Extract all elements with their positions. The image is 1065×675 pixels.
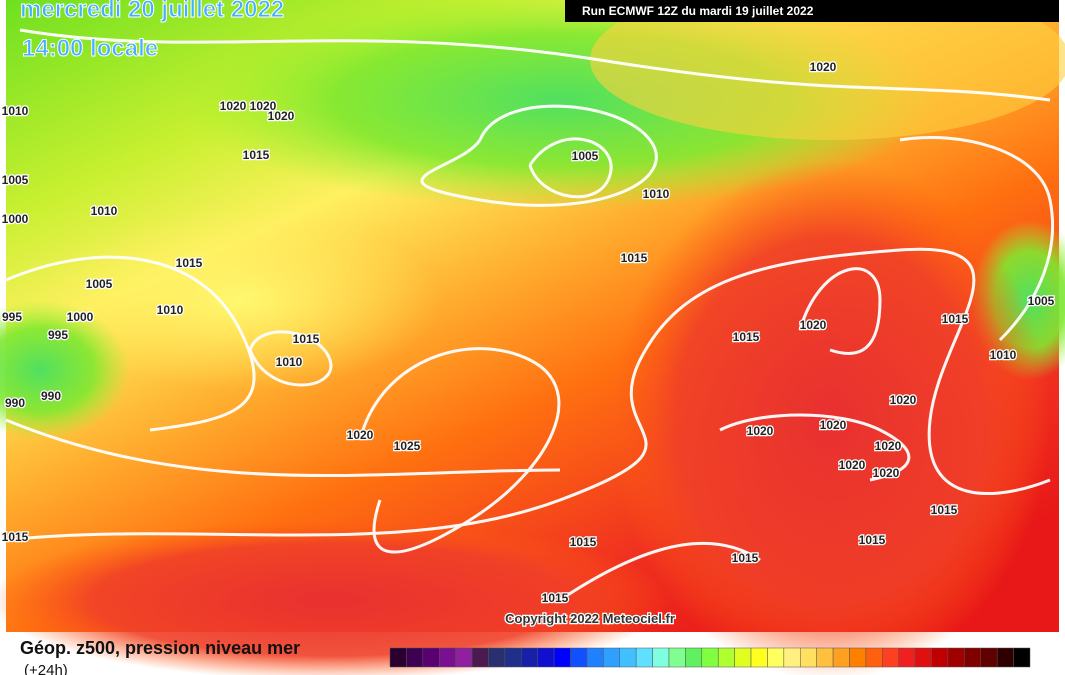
isobar-label: 1020 bbox=[839, 458, 866, 472]
isobar-label: 1015 bbox=[733, 330, 760, 344]
color-swatch bbox=[717, 647, 735, 668]
isobar-label: 1010 bbox=[2, 104, 29, 118]
copyright: Copyright 2022 Meteociel.fr bbox=[505, 611, 675, 626]
color-swatch bbox=[701, 647, 719, 668]
isobar-label: 1010 bbox=[990, 348, 1017, 362]
color-swatch bbox=[980, 647, 998, 668]
color-swatch bbox=[389, 647, 407, 668]
isobar-label: 1020 bbox=[810, 60, 837, 74]
color-swatch bbox=[504, 647, 522, 668]
isobar-label: 995 bbox=[48, 328, 68, 342]
color-swatch bbox=[471, 647, 489, 668]
color-swatch bbox=[422, 647, 440, 668]
color-swatch bbox=[882, 647, 899, 668]
isobar-label: 1020 bbox=[250, 99, 277, 113]
color-swatch bbox=[734, 647, 752, 668]
isobar-label: 1015 bbox=[931, 503, 958, 517]
isobar-label: 1000 bbox=[67, 310, 94, 324]
color-swatch bbox=[570, 647, 588, 668]
isobar-label: 1015 bbox=[859, 533, 886, 547]
isobar-label: 1010 bbox=[91, 204, 118, 218]
isobar-label: 1020 bbox=[347, 428, 374, 442]
isobar-label: 1000 bbox=[2, 212, 29, 226]
color-scale bbox=[389, 647, 1031, 668]
color-swatch bbox=[438, 647, 456, 668]
color-swatch bbox=[816, 647, 834, 668]
isobar-label: 990 bbox=[5, 396, 25, 410]
color-swatch bbox=[553, 647, 571, 668]
isobar-label: 995 bbox=[2, 310, 22, 324]
isobar-label: 1020 bbox=[890, 393, 917, 407]
color-swatch bbox=[783, 647, 801, 668]
isobar-label: 1015 bbox=[176, 256, 203, 270]
isobar-label: 1015 bbox=[293, 332, 320, 346]
color-swatch bbox=[455, 647, 473, 668]
time: 14:00 locale bbox=[22, 35, 158, 62]
isobar-label: 1010 bbox=[276, 355, 303, 369]
color-swatch bbox=[964, 647, 982, 668]
isobar-label: 1015 bbox=[942, 312, 969, 326]
isobar-label: 1005 bbox=[1028, 294, 1055, 308]
color-swatch bbox=[767, 647, 785, 668]
color-swatch bbox=[406, 647, 424, 668]
isobar-label: 1025 bbox=[394, 439, 421, 453]
isobar-label: 1020 bbox=[800, 318, 827, 332]
isobar-label: 1005 bbox=[86, 277, 113, 291]
isobar-label: 1015 bbox=[621, 251, 648, 265]
color-swatch bbox=[996, 647, 1014, 668]
color-swatch bbox=[488, 647, 506, 668]
isobar-label: 1020 bbox=[747, 424, 774, 438]
isobar-label: 1015 bbox=[570, 535, 597, 549]
isobar-label: 1015 bbox=[243, 148, 270, 162]
date: mercredi 20 juillet 2022 bbox=[20, 0, 284, 23]
isobar-label: 1020 bbox=[820, 418, 847, 432]
color-swatch bbox=[931, 647, 949, 668]
color-swatch bbox=[652, 647, 670, 668]
color-swatch bbox=[849, 647, 867, 668]
run-label: Run ECMWF 12Z du mardi 19 juillet 2022 bbox=[582, 4, 814, 18]
footer-subtitle: (+24h) bbox=[24, 662, 68, 675]
isobar-label: 1020 bbox=[220, 99, 247, 113]
isobar-label: 1005 bbox=[572, 149, 599, 163]
isobar-label: 1010 bbox=[157, 303, 184, 317]
color-swatch bbox=[635, 647, 653, 668]
color-swatch bbox=[603, 647, 620, 668]
color-swatch bbox=[586, 647, 604, 668]
isobar-label: 990 bbox=[41, 389, 61, 403]
color-swatch bbox=[865, 647, 883, 668]
color-swatch bbox=[898, 647, 916, 668]
color-swatch bbox=[537, 647, 555, 668]
isobar-label: 1020 bbox=[875, 439, 902, 453]
color-swatch bbox=[1013, 647, 1031, 668]
color-swatch bbox=[619, 647, 637, 668]
isobar-label: 1010 bbox=[643, 187, 670, 201]
color-swatch bbox=[947, 647, 965, 668]
isobar-label: 1015 bbox=[732, 551, 759, 565]
isobar-label: 1015 bbox=[542, 591, 569, 605]
color-swatch bbox=[685, 647, 703, 668]
color-swatch bbox=[914, 647, 932, 668]
color-swatch bbox=[832, 647, 850, 668]
color-swatch bbox=[750, 647, 768, 668]
color-swatch bbox=[668, 647, 686, 668]
isobar-labels: 1010 1020 10201020101510051000101010151005… bbox=[0, 59, 1056, 607]
footer-title: Géop. z500, pression niveau mer bbox=[20, 638, 300, 658]
isobar-label: 1020 bbox=[873, 466, 900, 480]
isobar-label: 1005 bbox=[2, 173, 29, 187]
isobar-label: 1015 bbox=[2, 530, 29, 544]
color-swatch bbox=[800, 647, 817, 668]
isobar-label: 1020 bbox=[268, 109, 295, 123]
color-swatch bbox=[521, 647, 538, 668]
